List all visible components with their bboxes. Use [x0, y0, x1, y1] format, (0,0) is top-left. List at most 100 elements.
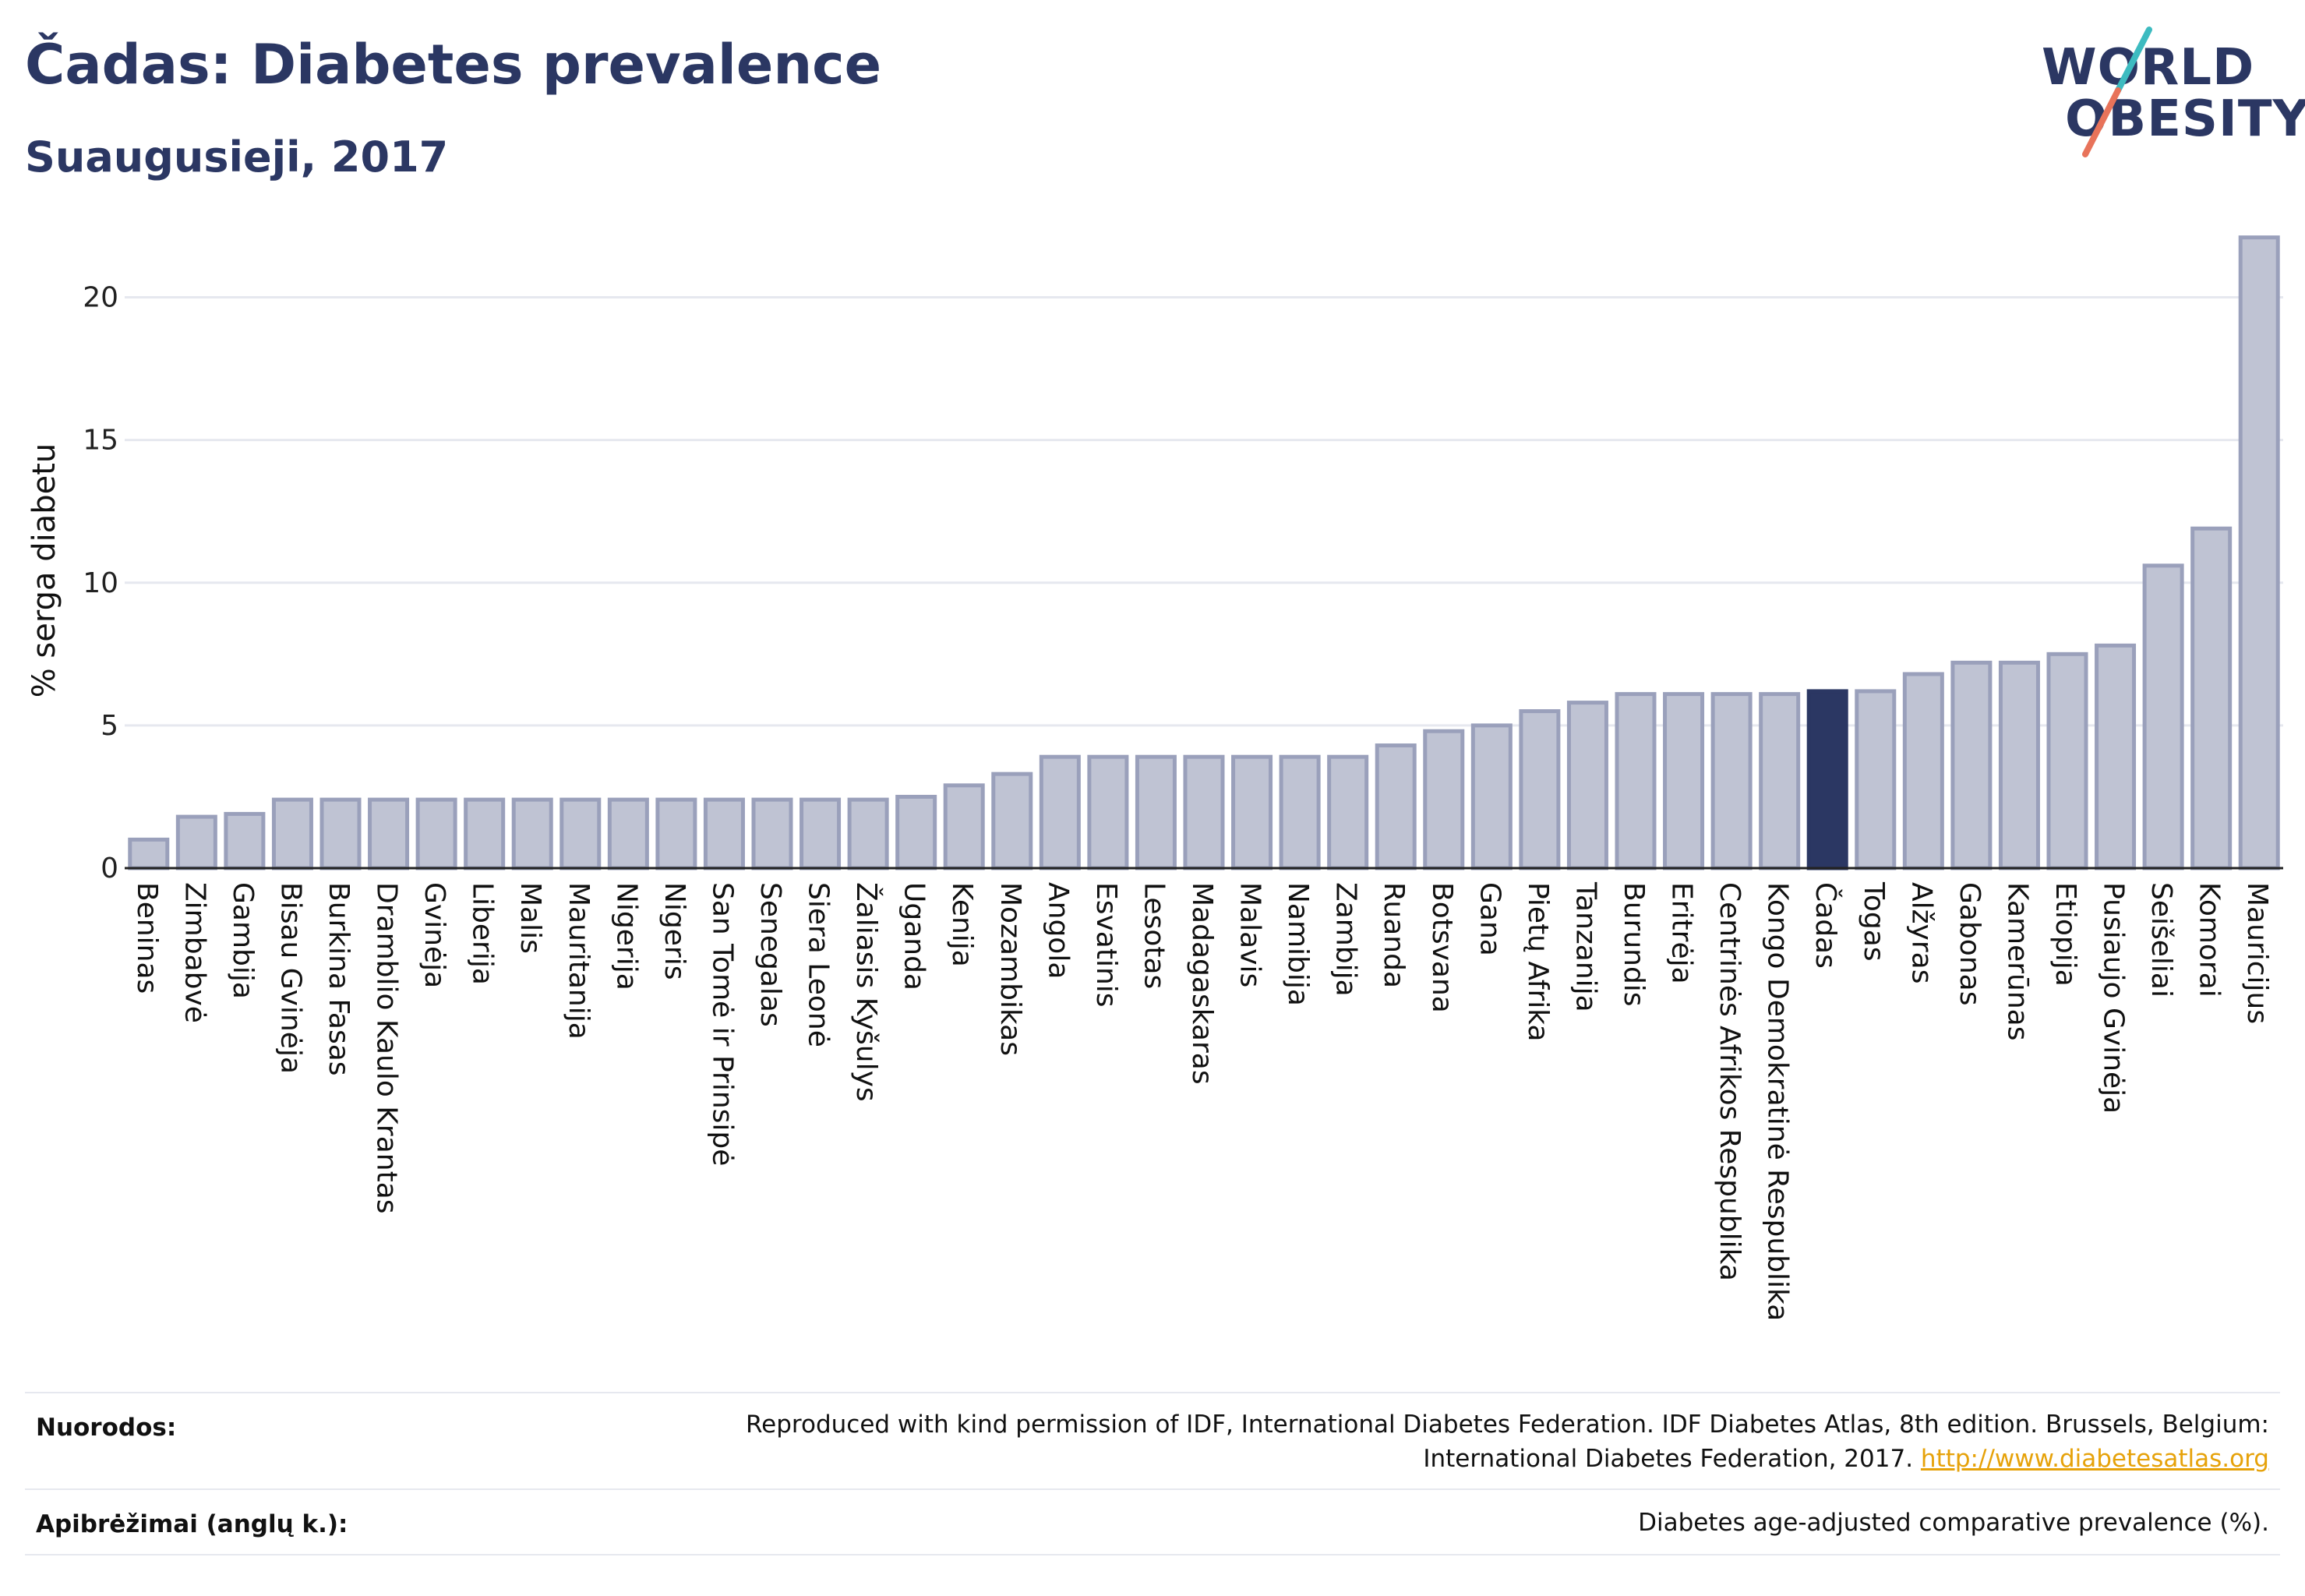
bar-chart: 0 5 10 15 20 Beninas Zimbabvė Gambija Bisau Gvi… [26, 235, 2283, 1321]
bar-6[interactable] [415, 797, 457, 870]
x-tick-label: Tanzanija [1569, 881, 1601, 1012]
bar-19[interactable] [1039, 754, 1081, 870]
x-tick-label: Esvatinis [1090, 882, 1122, 1008]
bar-42[interactable] [2142, 563, 2184, 870]
x-tick-label: Uganda [898, 882, 930, 990]
diabetesatlas-link[interactable]: http://www.diabetesatlas.org [1920, 1445, 2269, 1473]
y-axis-label: % serga diabetu [26, 443, 62, 698]
x-tick-label: Burundis [1618, 882, 1650, 1007]
x-tick-label: Kamerūnas [2001, 882, 2033, 1041]
bar-37[interactable] [1902, 672, 1944, 870]
y-axis-ticks: 0 5 10 15 20 [83, 282, 118, 885]
logo-line1: WORLD [2042, 39, 2255, 97]
x-tick-label: Kenija [946, 882, 978, 967]
bar-1[interactable] [175, 814, 217, 870]
bar-39[interactable] [1998, 660, 2040, 870]
x-axis-labels: Beninas Zimbabvė Gambija Bisau Gvinėja Burki… [131, 881, 2273, 1321]
bar-26[interactable] [1375, 743, 1417, 870]
x-tick-label: Mozambikas [994, 882, 1026, 1056]
definitions-label: Apibrėžimai (anglų k.): [36, 1510, 348, 1538]
bar-31[interactable] [1615, 692, 1657, 870]
bar-29[interactable] [1519, 709, 1561, 870]
x-tick-label: Liberija [467, 882, 499, 985]
y-tick-label: 10 [83, 567, 118, 599]
x-tick-label: Pusiaujo Gvinėja [2098, 882, 2130, 1114]
bar-38[interactable] [1950, 660, 1993, 870]
bar-21[interactable] [1135, 754, 1177, 870]
bar-43[interactable] [2190, 526, 2233, 870]
x-tick-label: Malavis [1234, 882, 1266, 987]
bar-2[interactable] [224, 811, 266, 870]
bar-32[interactable] [1663, 692, 1705, 870]
bar-18[interactable] [991, 772, 1033, 870]
x-tick-label: Dramblio Kaulo Krantas [371, 882, 403, 1214]
bar-34[interactable] [1759, 692, 1801, 870]
bar-12[interactable] [703, 797, 745, 870]
bar-28[interactable] [1470, 723, 1513, 870]
chart-subtitle: Suaugusieji, 2017 [25, 132, 449, 182]
x-tick-label: Gvinėja [418, 882, 450, 988]
x-tick-label: Nigerija [610, 882, 642, 990]
bar-15[interactable] [847, 797, 889, 870]
bar-17[interactable] [943, 783, 985, 870]
bar-25[interactable] [1327, 754, 1369, 870]
bar-22[interactable] [1183, 754, 1225, 870]
x-tick-label: Madagaskaras [1186, 882, 1218, 1085]
x-tick-label: Angola [1042, 882, 1074, 979]
bar-3[interactable] [271, 797, 313, 870]
x-tick-label: Mauricijus [2241, 882, 2273, 1024]
bar-44[interactable] [2238, 235, 2280, 870]
world-obesity-logo[interactable]: WORLD OBESITY [2034, 22, 2305, 162]
references-line2-text: International Diabetes Federation, 2017. [1423, 1445, 1914, 1473]
references-text: Reproduced with kind permission of IDF, … [746, 1407, 2269, 1476]
x-tick-label: Žaliasis Kyšulys [850, 882, 883, 1102]
x-tick-label: Burkina Fasas [323, 882, 355, 1076]
bar-5[interactable] [368, 797, 410, 870]
x-tick-label: Malis [514, 882, 546, 954]
bar-40[interactable] [2046, 651, 2088, 870]
bar-27[interactable] [1423, 729, 1465, 870]
x-tick-label: Čadas [1809, 882, 1842, 969]
bar-4[interactable] [319, 797, 362, 870]
x-tick-label: Eritrėja [1666, 882, 1698, 984]
x-tick-label: Gambija [227, 882, 259, 999]
bar-7[interactable] [464, 797, 506, 870]
bar-0[interactable] [128, 837, 170, 870]
x-tick-label: Senegalas [754, 882, 786, 1027]
bar-30[interactable] [1566, 701, 1608, 870]
bar-24[interactable] [1279, 754, 1321, 870]
x-tick-label: Namibija [1282, 882, 1314, 1006]
bar-20[interactable] [1087, 754, 1129, 870]
bar-16[interactable] [895, 794, 937, 870]
bar-11[interactable] [655, 797, 697, 870]
bar-9[interactable] [559, 797, 602, 870]
references-line2: International Diabetes Federation, 2017.… [746, 1442, 2269, 1476]
x-tick-label: Komorai [2194, 882, 2226, 998]
x-tick-label: Gabonas [1954, 882, 1986, 1005]
bar-13[interactable] [751, 797, 793, 870]
bar-8[interactable] [511, 797, 553, 870]
x-tick-label: Zimbabvė [178, 882, 210, 1023]
x-tick-label: Siera Leonė [803, 882, 835, 1047]
x-tick-label: Zambija [1330, 882, 1362, 997]
x-tick-label: Gana [1474, 882, 1505, 956]
bar-33[interactable] [1710, 692, 1753, 870]
bar-36[interactable] [1855, 689, 1897, 870]
bar-14[interactable] [800, 797, 842, 870]
bar-10[interactable] [607, 797, 649, 870]
footer-divider [25, 1392, 2280, 1393]
definitions-text: Diabetes age-adjusted comparative preval… [1638, 1509, 2269, 1537]
x-tick-label: Alžyras [1905, 882, 1937, 983]
bar-23[interactable] [1231, 754, 1273, 870]
y-tick-label: 15 [83, 425, 118, 457]
x-tick-label: Nigeris [658, 882, 690, 980]
x-tick-label: Ruanda [1378, 882, 1410, 988]
bars [128, 235, 2280, 870]
x-tick-label: Kongo Demokratinė Respublika [1762, 882, 1794, 1321]
x-tick-label: Botsvana [1426, 882, 1458, 1013]
bar-41[interactable] [2095, 643, 2137, 870]
bar-35[interactable] [1806, 689, 1848, 870]
x-tick-label: Lesotas [1138, 882, 1170, 989]
y-tick-label: 0 [101, 853, 118, 885]
x-tick-label: Beninas [131, 882, 163, 994]
